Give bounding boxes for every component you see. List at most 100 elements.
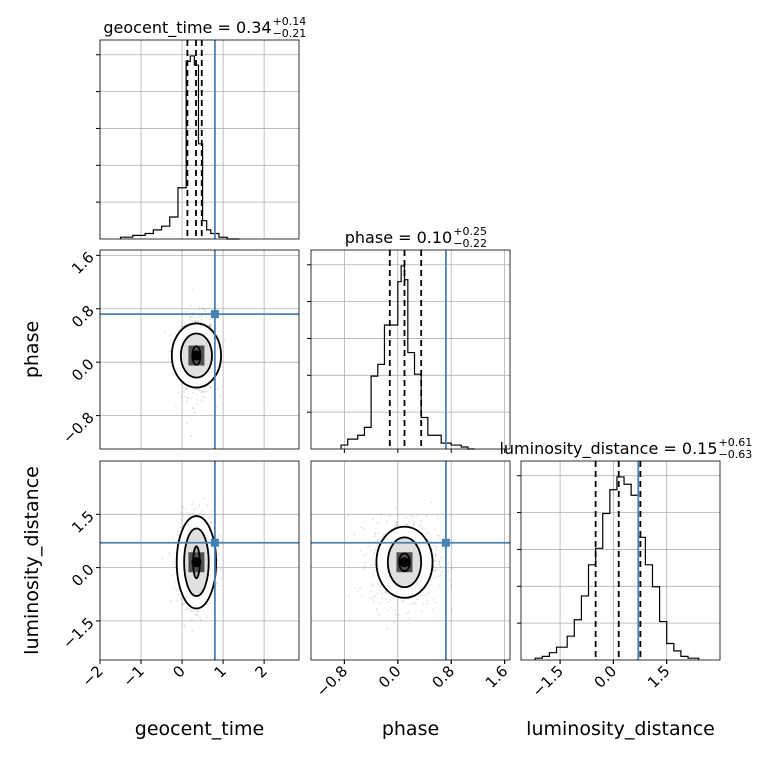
sample-point: [208, 323, 211, 326]
sample-point: [434, 554, 437, 557]
panel-background: [521, 461, 720, 660]
sample-point: [191, 501, 194, 504]
panel-frame: [310, 460, 511, 661]
contour-line: [192, 545, 201, 580]
sample-point: [451, 567, 454, 570]
sample-point: [405, 612, 408, 615]
sample-point: [175, 589, 178, 592]
sample-point: [419, 524, 422, 527]
sample-point: [183, 515, 185, 518]
sample-point: [447, 570, 450, 573]
sample-point: [395, 613, 397, 616]
sample-point: [209, 324, 211, 327]
sample-point: [203, 497, 206, 500]
panel-title-lower-error: −0.63: [719, 448, 753, 461]
sample-point: [450, 584, 453, 586]
sample-point: [372, 575, 375, 577]
sample-point: [187, 608, 190, 610]
panel-title-geocent_time: geocent_time = 0.34: [103, 18, 271, 38]
sample-point: [369, 590, 372, 593]
sample-point: [353, 533, 356, 536]
sample-point: [426, 592, 429, 595]
sample-point: [183, 623, 185, 626]
panel-background: [311, 250, 510, 449]
sample-point: [386, 520, 388, 523]
sample-point: [373, 535, 376, 538]
sample-point: [405, 516, 408, 519]
panel-frame: [520, 460, 721, 661]
sample-point: [432, 598, 435, 601]
contour-line: [175, 515, 218, 610]
sample-point: [219, 534, 221, 537]
x-tick-label: −0.8: [313, 662, 351, 700]
sample-point: [186, 422, 189, 425]
sample-point: [395, 521, 398, 524]
sample-point: [184, 387, 187, 390]
sample-point: [204, 310, 206, 313]
sample-point: [186, 396, 189, 399]
sample-point: [196, 403, 198, 405]
sample-point: [363, 527, 365, 530]
panel-title-upper-error: +0.14: [273, 15, 307, 28]
sample-point: [191, 512, 194, 515]
sample-point: [375, 609, 378, 612]
contour-line: [183, 527, 210, 597]
sample-point: [396, 523, 398, 526]
sample-point: [426, 599, 429, 602]
sample-point: [364, 561, 367, 564]
sample-point: [191, 320, 194, 322]
sample-point: [201, 509, 204, 512]
sample-point: [185, 609, 188, 612]
sample-point: [194, 317, 197, 319]
sample-point: [192, 407, 195, 409]
sample-point: [201, 399, 203, 402]
sample-point: [173, 581, 176, 584]
sample-point: [434, 570, 437, 573]
sample-point: [382, 533, 384, 536]
sample-point: [378, 613, 381, 616]
sample-point: [206, 603, 208, 606]
sample-point: [224, 338, 226, 341]
sample-point: [210, 510, 213, 513]
sample-point: [189, 513, 191, 515]
y-tick-label: 1.5: [68, 507, 98, 537]
sample-point: [197, 610, 200, 613]
sample-point: [197, 307, 200, 310]
sample-point: [359, 587, 362, 590]
sample-point: [196, 610, 198, 613]
sample-point: [180, 396, 183, 398]
sample-point: [394, 524, 397, 527]
sample-point: [430, 584, 432, 587]
sample-point: [433, 559, 435, 562]
sample-point: [180, 519, 183, 521]
sample-point: [181, 603, 184, 606]
sample-point: [203, 514, 205, 516]
sample-point: [181, 325, 184, 328]
sample-point: [169, 349, 172, 352]
sample-point: [196, 388, 199, 391]
sample-point: [193, 411, 196, 414]
sample-point: [181, 325, 184, 328]
sample-point: [432, 568, 435, 571]
sample-point: [393, 525, 396, 528]
sample-point: [203, 307, 206, 310]
sample-point: [189, 316, 192, 318]
scatter-group: [311, 461, 510, 660]
sample-point: [360, 526, 363, 528]
sample-point: [376, 592, 379, 595]
sample-point: [222, 570, 225, 573]
contour-line: [179, 332, 213, 379]
sample-point: [182, 386, 185, 389]
sample-point: [185, 508, 187, 511]
sample-point: [181, 511, 183, 514]
sample-point: [176, 599, 178, 602]
sample-point: [381, 597, 384, 600]
x-tick-label: 0.8: [428, 662, 458, 692]
y-tick-label: 0.8: [68, 302, 98, 332]
sample-point: [194, 319, 197, 322]
sample-point: [169, 599, 172, 602]
sample-point: [196, 614, 199, 616]
sample-point: [439, 566, 442, 568]
sample-point: [186, 400, 188, 403]
sample-point: [377, 532, 380, 535]
